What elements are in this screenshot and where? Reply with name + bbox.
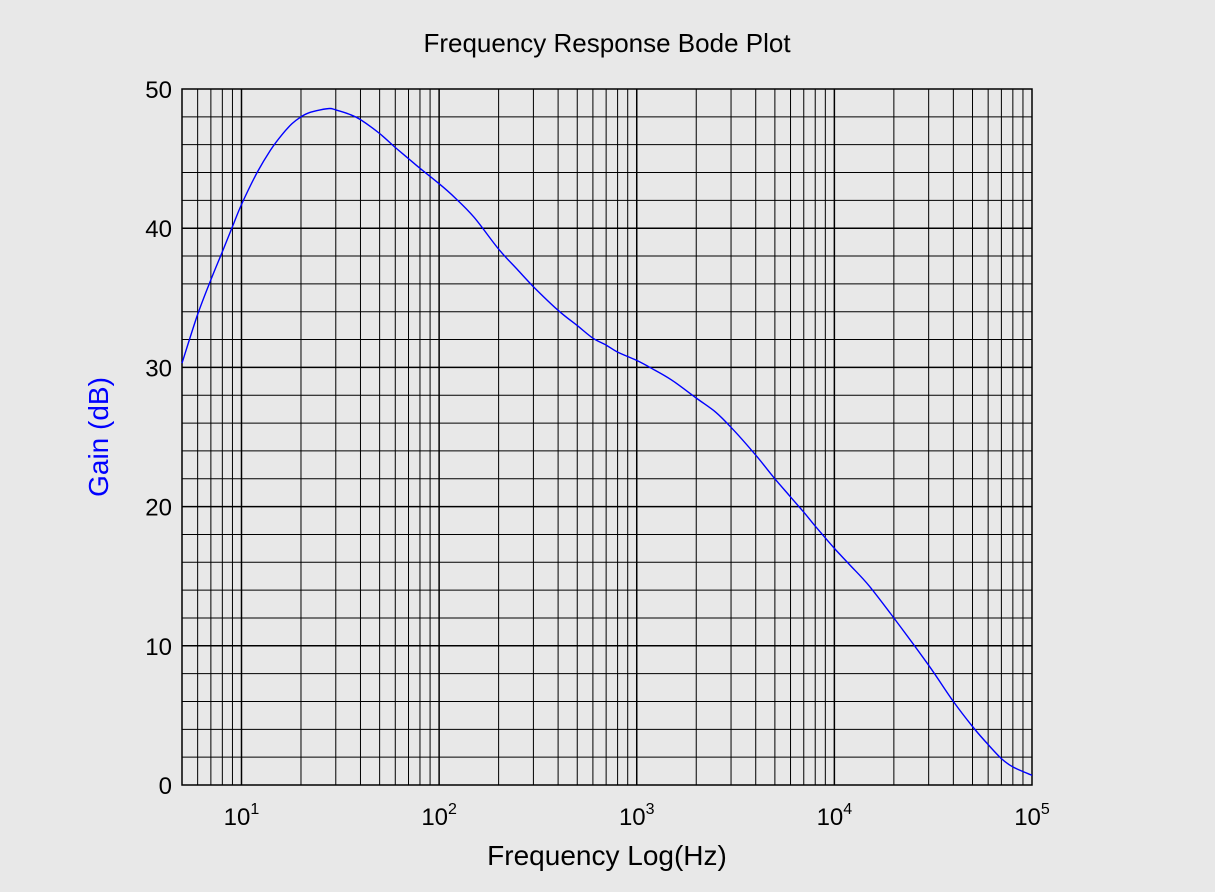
- chart-title: Frequency Response Bode Plot: [423, 28, 791, 58]
- plot-frame: [181, 88, 1033, 786]
- y-tick-label: 40: [145, 216, 172, 243]
- x-tick-label: 101: [224, 801, 260, 831]
- y-tick-label: 0: [159, 773, 172, 800]
- y-axis-title: Gain (dB): [83, 377, 114, 497]
- y-tick-label: 10: [145, 634, 172, 661]
- x-tick-label: 104: [817, 801, 853, 831]
- gain-series-line: [181, 107, 1033, 776]
- y-tick-label: 30: [145, 355, 172, 382]
- x-axis-title: Frequency Log(Hz): [487, 840, 727, 871]
- plot-area: [182, 89, 1032, 785]
- grid-minor: [182, 89, 1032, 785]
- y-tick-labels: 0 10 20 30 40 50: [145, 77, 172, 800]
- x-tick-labels: 101 102 103 104 105: [224, 801, 1050, 831]
- x-tick-label: 102: [421, 801, 457, 831]
- y-tick-label: 50: [145, 77, 172, 104]
- y-tick-label: 20: [145, 495, 172, 522]
- x-tick-label: 105: [1014, 801, 1050, 831]
- x-tick-label: 103: [619, 801, 655, 831]
